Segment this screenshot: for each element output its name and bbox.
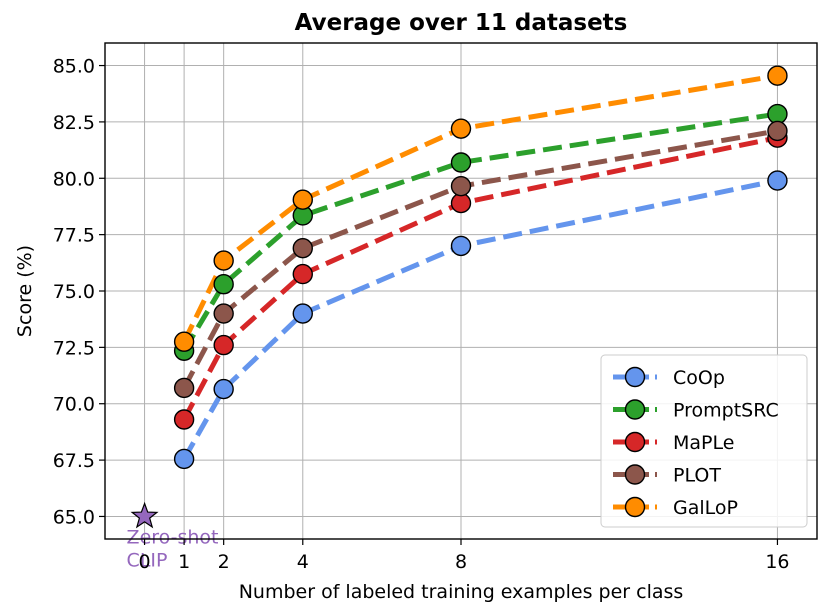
data-point-gallop	[173, 331, 195, 352]
data-point-plot	[292, 237, 313, 259]
legend-marker-maple	[624, 431, 646, 453]
y-tick-label: 65.0	[53, 506, 95, 528]
data-point-promptsrc	[450, 152, 472, 173]
y-tick-label: 70.0	[53, 394, 95, 416]
data-points	[173, 65, 788, 470]
data-point-promptsrc	[767, 103, 788, 125]
x-axis-ticks: 0 1 2 4 8 16	[139, 539, 790, 573]
y-axis-ticks: 65.0 67.5 70.0 72.5 75.0 77.5 80.0 82.5 85.0	[53, 56, 105, 528]
legend-box	[600, 354, 808, 528]
x-tick-label: 16	[765, 551, 789, 573]
data-point-gallop	[292, 189, 313, 210]
legend-marker-promptsrc	[624, 399, 646, 420]
data-point-maple	[292, 263, 313, 285]
x-axis-label: Number of labeled training examples per …	[239, 581, 684, 603]
y-tick-label: 72.5	[53, 337, 95, 359]
legend-label-promptsrc: PromptSRC	[673, 400, 779, 422]
x-tick-label: 1	[178, 551, 190, 573]
legend-marker-coop	[624, 366, 646, 388]
data-point-promptsrc	[213, 274, 234, 295]
x-tick-label: 4	[297, 551, 309, 573]
x-tick-label: 0	[139, 551, 151, 573]
y-tick-label: 82.5	[53, 112, 95, 134]
data-point-coop	[292, 303, 313, 324]
data-point-plot	[173, 377, 195, 399]
y-tick-label: 85.0	[53, 56, 95, 78]
data-point-plot	[450, 175, 472, 197]
series-line-plot	[181, 128, 778, 390]
data-point-plot	[213, 303, 234, 324]
zero-shot-label-line1: Zero-shot	[127, 526, 219, 548]
data-point-gallop	[767, 65, 788, 86]
data-point-coop	[213, 378, 234, 400]
legend-marker-plot	[624, 464, 646, 485]
data-point-gallop	[450, 118, 472, 139]
legend-label-gallop: GalLoP	[673, 497, 738, 519]
legend-label-maple: MaPLe	[673, 432, 734, 454]
data-point-coop	[173, 448, 195, 470]
data-point-gallop	[213, 250, 234, 271]
y-tick-label: 77.5	[53, 225, 95, 247]
y-tick-label: 67.5	[53, 450, 95, 472]
zero-shot-label-line2: CLIP	[127, 549, 168, 571]
y-axis-label: Score (%)	[14, 245, 36, 337]
data-point-maple	[213, 334, 234, 356]
data-point-maple	[173, 409, 195, 430]
legend-label-coop: CoOp	[673, 367, 725, 389]
chart-title: Average over 11 datasets	[295, 10, 628, 36]
x-tick-label: 2	[218, 551, 230, 573]
legend-marker-gallop	[624, 496, 646, 518]
legend-label-plot: PLOT	[673, 465, 721, 487]
data-point-coop	[450, 235, 472, 257]
x-tick-label: 8	[455, 551, 467, 573]
y-tick-label: 75.0	[53, 281, 95, 303]
y-tick-label: 80.0	[53, 168, 95, 190]
data-point-coop	[767, 170, 788, 191]
data-point-plot	[767, 120, 788, 142]
data-point-maple	[450, 192, 472, 214]
zero-shot-star-marker	[130, 501, 159, 529]
legend: CoOp PromptSRC MaPLe PLOT GalLoP	[600, 354, 808, 528]
